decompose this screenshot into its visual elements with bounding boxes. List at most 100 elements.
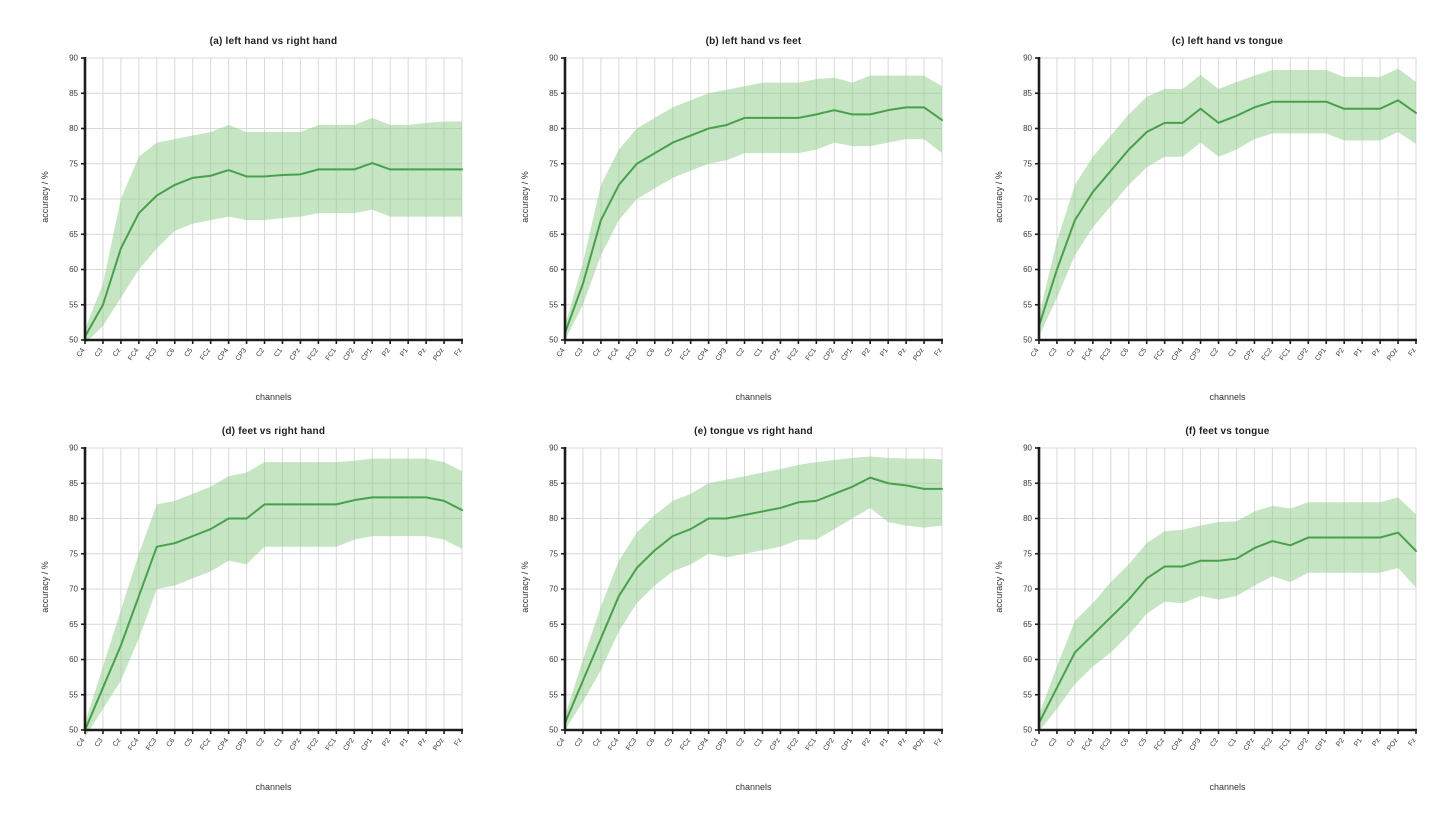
svg-text:Pz: Pz [1371,347,1382,358]
svg-text:80: 80 [1023,514,1032,523]
mean-accuracy-line [84,496,463,731]
svg-text:C2: C2 [1209,737,1220,748]
y-tick-labels: 50 55 60 65 70 75 80 85 90 [69,444,85,735]
svg-text:P2: P2 [861,347,872,358]
svg-text:60: 60 [69,265,78,274]
x-tick-labels: C4 C3 Cz FC4 FC3 C6 C5 FCz CP4 CP3 C2 C1 CPz FC2 FC1 CP… [76,340,464,362]
svg-text:CP2: CP2 [1296,347,1310,362]
subplot-b-xlabel: channels [735,392,772,402]
svg-text:C5: C5 [1137,737,1148,748]
svg-text:55: 55 [69,300,78,309]
svg-text:85: 85 [1023,479,1032,488]
svg-text:P2: P2 [381,737,392,748]
subplot-d-xlabel: channels [255,782,292,792]
svg-text:P2: P2 [1335,737,1346,748]
svg-text:CP1: CP1 [840,347,854,362]
svg-text:P1: P1 [879,347,890,358]
svg-text:FC4: FC4 [1081,347,1094,362]
svg-text:80: 80 [69,514,78,523]
svg-text:FC2: FC2 [1261,737,1274,752]
subplot-a: (a) left hand vs right hand 50 55 60 65 70 75… [37,32,481,424]
svg-text:FC4: FC4 [127,347,140,362]
svg-text:C6: C6 [1120,737,1131,748]
subplot-a-ylabel: accuracy / % [40,171,50,223]
svg-text:CP1: CP1 [1314,737,1328,752]
y-tick-labels: 50 55 60 65 70 75 80 85 90 [69,54,85,345]
svg-text:90: 90 [549,444,558,453]
svg-text:60: 60 [1023,265,1032,274]
svg-text:P2: P2 [1335,347,1346,358]
subplot-a-title: (a) left hand vs right hand [209,36,338,47]
svg-text:FCz: FCz [1153,347,1166,362]
svg-text:55: 55 [69,690,78,699]
svg-text:60: 60 [69,655,78,664]
svg-text:CP1: CP1 [1314,347,1328,362]
subplot-e-xlabel: channels [735,782,772,792]
svg-text:Cz: Cz [592,737,603,748]
svg-text:80: 80 [69,124,78,133]
svg-text:CP1: CP1 [360,737,374,752]
mean-accuracy-line [564,476,943,724]
svg-text:65: 65 [1023,230,1032,239]
svg-text:FC4: FC4 [127,737,140,752]
svg-text:C4: C4 [76,737,87,748]
svg-text:FC2: FC2 [1261,347,1274,362]
svg-text:70: 70 [1023,585,1032,594]
svg-text:Cz: Cz [112,737,123,748]
y-tick-labels: 50 55 60 65 70 75 80 85 90 [549,444,565,735]
svg-text:85: 85 [69,89,78,98]
svg-text:Pz: Pz [897,737,908,748]
svg-text:FC3: FC3 [1099,737,1112,752]
svg-text:C3: C3 [1048,737,1059,748]
y-tick-labels: 50 55 60 65 70 75 80 85 90 [1023,54,1039,345]
svg-text:C4: C4 [556,347,567,358]
svg-text:85: 85 [69,479,78,488]
subplot-a-xlabel: channels [255,392,292,402]
svg-text:Fz: Fz [453,737,463,748]
svg-text:50: 50 [1023,726,1032,735]
svg-text:70: 70 [1023,195,1032,204]
subplot-f-ylabel: accuracy / % [994,561,1004,613]
svg-text:85: 85 [549,479,558,488]
svg-text:Fz: Fz [933,737,943,748]
svg-text:55: 55 [549,690,558,699]
svg-text:65: 65 [549,230,558,239]
svg-text:55: 55 [1023,690,1032,699]
svg-text:FCz: FCz [1153,737,1166,752]
svg-text:FCz: FCz [199,737,212,752]
svg-text:90: 90 [1023,54,1032,63]
svg-text:POz: POz [912,737,926,753]
svg-text:C4: C4 [1030,347,1041,358]
confidence-band [1039,68,1416,337]
svg-text:CP3: CP3 [235,737,249,752]
svg-text:CPz: CPz [289,737,303,752]
svg-text:70: 70 [69,195,78,204]
subplot-c: (c) left hand vs tongue 50 55 60 65 70 75 80 85… [991,32,1435,424]
svg-text:FC4: FC4 [1081,737,1094,752]
svg-text:65: 65 [1023,620,1032,629]
svg-text:Cz: Cz [592,347,603,358]
svg-text:CPz: CPz [769,737,783,752]
svg-text:Fz: Fz [1407,347,1417,358]
svg-text:FC1: FC1 [1279,737,1292,752]
svg-text:85: 85 [1023,89,1032,98]
svg-text:CP4: CP4 [697,737,711,752]
svg-text:C6: C6 [1120,347,1131,358]
y-tick-labels: 50 55 60 65 70 75 80 85 90 [1023,444,1039,735]
svg-text:C5: C5 [663,347,674,358]
svg-text:CP3: CP3 [235,347,249,362]
subplot-c-plot: 50 55 60 65 70 75 80 85 90 C4 C3 Cz FC4 FC3 C6 C5 FCz CP4… [1023,54,1418,363]
svg-text:CP2: CP2 [822,737,836,752]
subplot-d-title: (d) feet vs right hand [221,426,326,437]
svg-text:POz: POz [1386,347,1400,363]
svg-text:Cz: Cz [112,347,123,358]
svg-text:60: 60 [549,265,558,274]
svg-text:C3: C3 [574,737,585,748]
confidence-band [1039,497,1416,732]
svg-text:FC2: FC2 [307,737,320,752]
svg-text:C2: C2 [255,737,266,748]
svg-text:FC2: FC2 [787,347,800,362]
svg-text:CP3: CP3 [715,737,729,752]
svg-text:POz: POz [432,737,446,753]
